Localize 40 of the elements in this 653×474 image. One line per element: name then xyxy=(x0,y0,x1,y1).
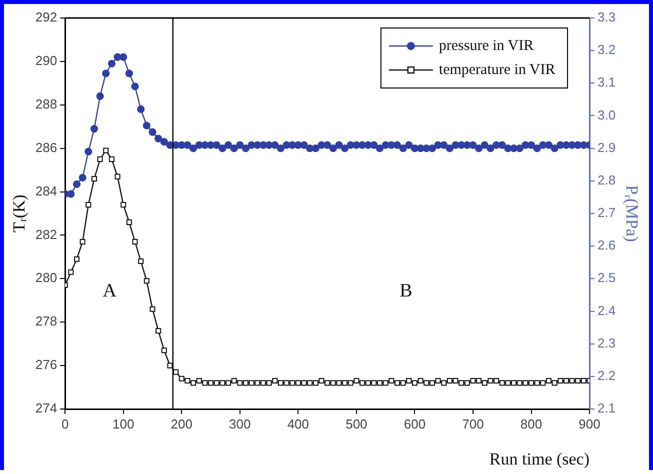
x-tick-label: 200 xyxy=(170,416,192,432)
x-tick-label: 0 xyxy=(61,416,69,432)
y2-tick-label: 3.0 xyxy=(598,107,616,122)
x-tick-label: 800 xyxy=(520,416,542,432)
y2-axis-title: Pᵣ(MPa) xyxy=(622,185,642,242)
x-tick-label: 400 xyxy=(287,416,310,432)
x-tick-label: 700 xyxy=(462,416,484,432)
y2-tick-label: 2.5 xyxy=(598,270,616,286)
y-tick-label: 288 xyxy=(35,96,58,112)
x-tick-label: 100 xyxy=(112,416,134,432)
x-axis-title: Run time (sec) xyxy=(489,449,590,468)
y-axis-title: Tᵣ(K) xyxy=(10,194,29,232)
y-tick-label: 276 xyxy=(35,357,58,372)
x-tick-label: 300 xyxy=(229,416,251,432)
y2-tick-label: 3.2 xyxy=(598,42,616,58)
y2-tick-label: 2.7 xyxy=(598,205,616,220)
y-tick-label: 290 xyxy=(35,53,58,68)
y2-tick-label: 2.4 xyxy=(598,302,616,318)
legend-label: temperature in VIR xyxy=(438,62,556,78)
y2-tick-label: 2.2 xyxy=(598,368,616,383)
y2-tick-label: 2.9 xyxy=(598,140,616,155)
y2-tick-label: 3.3 xyxy=(598,10,616,25)
y2-tick-label: 2.8 xyxy=(598,172,616,188)
y-tick-label: 284 xyxy=(35,183,58,198)
x-tick-label: 600 xyxy=(404,416,426,432)
annotation: B xyxy=(400,280,412,302)
y-tick-label: 292 xyxy=(35,10,58,25)
x-tick-label: 900 xyxy=(578,416,600,432)
y2-tick-label: 2.6 xyxy=(598,238,616,253)
y-tick-label: 282 xyxy=(35,226,58,242)
y2-tick-label: 2.3 xyxy=(598,335,616,350)
y-tick-label: 278 xyxy=(35,314,58,329)
x-tick-label: 500 xyxy=(346,416,368,432)
y-tick-label: 280 xyxy=(35,270,58,286)
y2-tick-label: 2.1 xyxy=(598,400,616,416)
y-tick-label: 286 xyxy=(35,140,58,155)
y-tick-label: 274 xyxy=(35,400,58,416)
legend-label: pressure in VIR xyxy=(438,38,534,54)
y2-tick-label: 3.1 xyxy=(598,74,616,90)
annotation: A xyxy=(102,280,117,302)
